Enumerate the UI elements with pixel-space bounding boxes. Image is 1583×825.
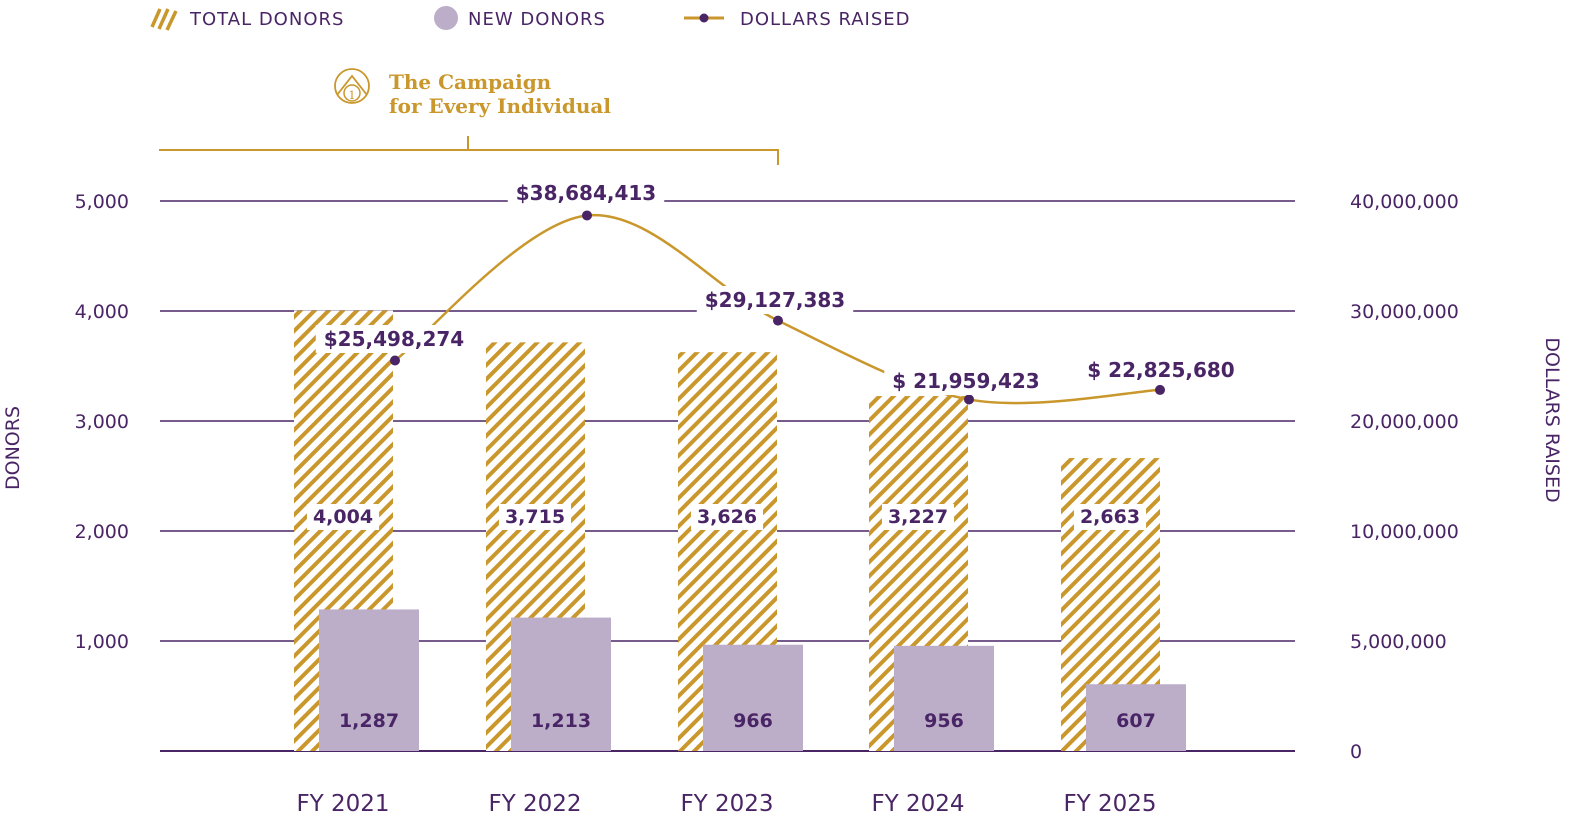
new-donors-value-label: 1,287 xyxy=(339,710,399,732)
new-donors-value-label: 607 xyxy=(1116,710,1156,732)
x-category-label: FY 2022 xyxy=(488,791,581,817)
legend: TOTAL DONORS NEW DONORS DOLLARS RAISED xyxy=(150,6,911,31)
new-donors-bar xyxy=(894,645,994,751)
dollars-raised-point xyxy=(964,394,974,405)
y2-tick-label: 0 xyxy=(1350,741,1362,763)
x-category-label: FY 2024 xyxy=(871,791,964,817)
new-donors-value-label: 956 xyxy=(924,710,964,732)
y-axis-right: 0 5,000,000 10,000,000 20,000,000 30,000,000… xyxy=(1350,191,1459,763)
value-label-backdrop xyxy=(498,504,572,530)
line-dot-swatch-icon xyxy=(684,13,724,23)
new-donors-bar xyxy=(511,617,611,751)
y2-tick-label: 5,000,000 xyxy=(1350,631,1447,653)
value-label-backdrop xyxy=(690,504,764,530)
legend-item-dollars-raised: DOLLARS RAISED xyxy=(684,9,911,30)
new-donors-labels: 1,287 1,213 966 956 607 xyxy=(339,710,1156,732)
campaign-title-line1: The Campaign xyxy=(389,70,552,94)
new-donors-value-label: 1,213 xyxy=(531,710,591,732)
svg-text:1: 1 xyxy=(349,89,356,102)
y2-axis-title: DOLLARS RAISED xyxy=(1541,337,1563,502)
y2-tick-label: 30,000,000 xyxy=(1350,301,1459,323)
x-axis-categories: FY 2021 FY 2022 FY 2023 FY 2024 FY 2025 xyxy=(296,791,1156,817)
total-donors-value-label: 3,227 xyxy=(888,506,948,528)
value-label-backdrop xyxy=(507,179,665,207)
y-tick-label: 5,000 xyxy=(75,191,129,213)
y2-tick-label: 20,000,000 xyxy=(1350,411,1459,433)
new-donors-bar xyxy=(319,609,419,751)
value-label-backdrop xyxy=(696,286,854,314)
x-category-label: FY 2025 xyxy=(1063,791,1156,817)
campaign-annotation: 1 The Campaign for Every Individual xyxy=(159,68,779,165)
x-category-label: FY 2021 xyxy=(296,791,389,817)
y-tick-label: 2,000 xyxy=(75,521,129,543)
dollars-raised-curve xyxy=(394,213,1161,405)
campaign-title-line2: for Every Individual xyxy=(389,94,611,118)
value-label-backdrop xyxy=(306,504,380,530)
hatch-swatch-icon xyxy=(150,8,178,31)
campaign-bracket xyxy=(159,149,779,165)
y2-tick-label: 40,000,000 xyxy=(1350,191,1459,213)
total-donors-value-label: 3,626 xyxy=(697,506,757,528)
circle-swatch-icon xyxy=(434,6,458,30)
legend-item-total-donors: TOTAL DONORS xyxy=(150,8,344,31)
total-donors-value-label: 2,663 xyxy=(1080,506,1140,528)
y-tick-label: 4,000 xyxy=(75,301,129,323)
value-label-backdrop xyxy=(315,325,473,353)
dollars-raised-labels: $25,498,274 $38,684,413 $29,127,383 $ 21,95… xyxy=(315,179,1243,395)
y-tick-label: 1,000 xyxy=(75,631,129,653)
legend-label-total-donors: TOTAL DONORS xyxy=(189,9,344,30)
dollars-raised-value-label: $25,498,274 xyxy=(324,327,464,351)
new-donors-value-label: 966 xyxy=(733,710,773,732)
dollars-raised-line xyxy=(390,210,1165,405)
dollars-raised-point xyxy=(582,210,592,221)
total-donors-value-label: 3,715 xyxy=(505,506,565,528)
x-category-label: FY 2023 xyxy=(680,791,773,817)
y-axis-left: 1,000 2,000 3,000 4,000 5,000 xyxy=(75,191,129,653)
new-donors-bar xyxy=(703,644,803,751)
legend-label-new-donors: NEW DONORS xyxy=(468,9,606,30)
dollars-raised-point xyxy=(1155,384,1165,395)
new-donors-bar xyxy=(1086,684,1186,751)
value-label-backdrop xyxy=(1079,356,1243,384)
dollars-raised-value-label: $29,127,383 xyxy=(705,288,845,312)
total-donors-value-label: 4,004 xyxy=(313,506,373,528)
legend-label-dollars-raised: DOLLARS RAISED xyxy=(740,9,911,30)
y-tick-label: 3,000 xyxy=(75,411,129,433)
new-donors-bars xyxy=(319,609,1186,751)
dollars-raised-point xyxy=(773,315,783,326)
campaign-logo-icon: 1 xyxy=(334,68,370,104)
dollars-raised-value-label: $ 22,825,680 xyxy=(1087,358,1234,382)
total-donors-labels: 4,004 3,715 3,626 3,227 2,663 xyxy=(306,504,1147,530)
value-label-backdrop xyxy=(1073,504,1147,530)
value-label-backdrop xyxy=(881,504,955,530)
dollars-raised-value-label: $ 21,959,423 xyxy=(892,369,1039,393)
value-label-backdrop xyxy=(884,367,1048,395)
y-axis-title: DONORS xyxy=(2,406,24,490)
legend-item-new-donors: NEW DONORS xyxy=(434,6,606,30)
y2-tick-label: 10,000,000 xyxy=(1350,521,1459,543)
dollars-raised-point xyxy=(390,355,400,366)
dollars-raised-value-label: $38,684,413 xyxy=(516,181,656,205)
